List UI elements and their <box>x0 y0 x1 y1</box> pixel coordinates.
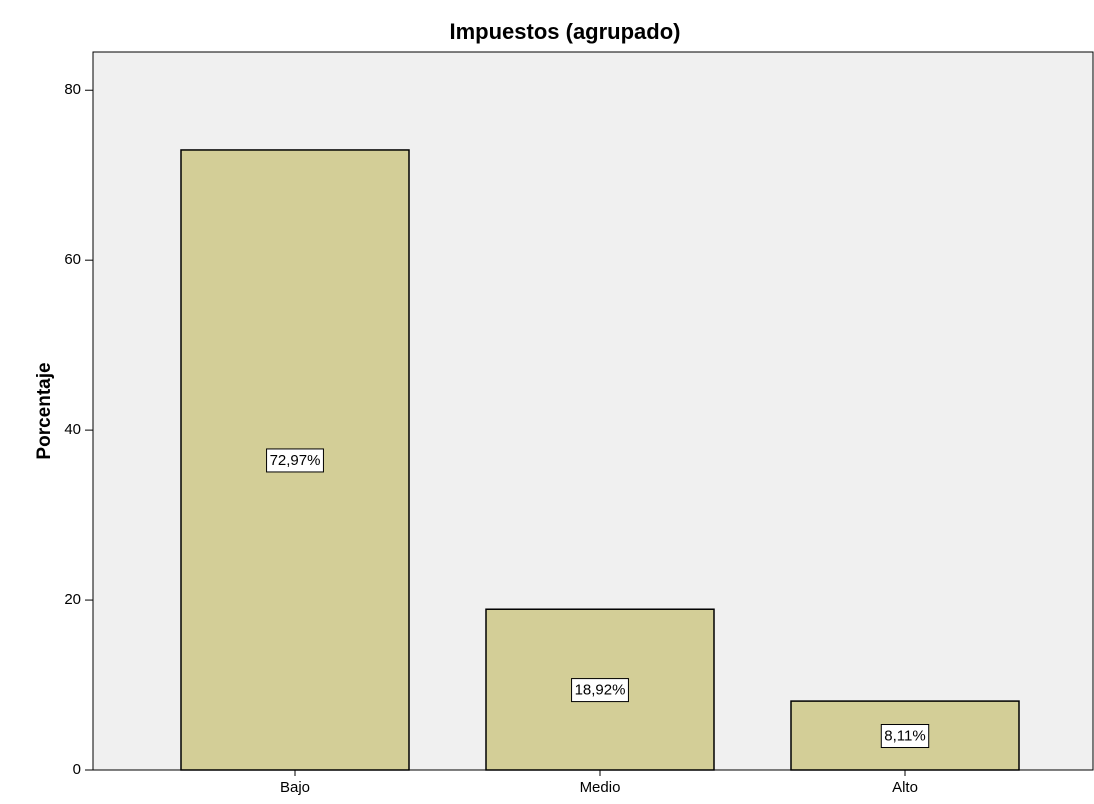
y-tick-label: 60 <box>64 251 81 268</box>
value-label: 18,92% <box>575 682 626 699</box>
value-label-box <box>880 724 930 749</box>
value-label-box <box>571 678 629 703</box>
x-tick-label: Bajo <box>280 779 310 796</box>
chart-title: Impuestos (agrupado) <box>449 19 680 44</box>
value-label-box <box>266 448 324 473</box>
x-tick-label: Medio <box>580 779 621 796</box>
y-tick-label: 40 <box>64 421 81 438</box>
x-tick-label: Alto <box>892 779 918 796</box>
value-label: 72,97% <box>270 452 321 469</box>
y-tick-label: 20 <box>64 591 81 608</box>
y-tick-label: 80 <box>64 81 81 98</box>
y-axis-title: Porcentaje <box>34 362 55 459</box>
value-label: 8,11% <box>884 728 925 745</box>
y-tick-label: 0 <box>73 761 81 778</box>
